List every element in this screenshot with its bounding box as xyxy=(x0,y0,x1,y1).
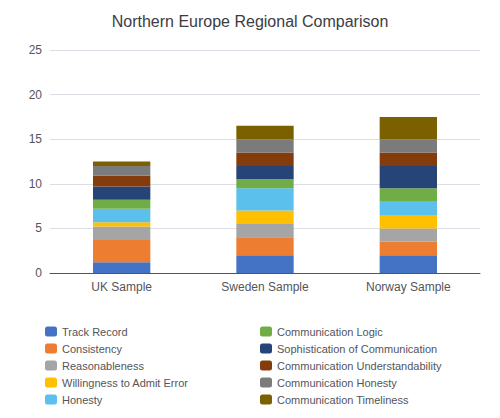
svg-text:UK Sample: UK Sample xyxy=(91,280,152,294)
svg-text:Communication Logic: Communication Logic xyxy=(277,326,383,338)
svg-text:Communication Understandabilit: Communication Understandability xyxy=(277,360,442,372)
svg-text:Norway Sample: Norway Sample xyxy=(366,280,451,294)
svg-text:Sophistication of Communicatio: Sophistication of Communication xyxy=(277,343,437,355)
svg-text:0: 0 xyxy=(35,266,42,280)
svg-text:Communication Honesty: Communication Honesty xyxy=(277,377,397,389)
svg-text:Consistency: Consistency xyxy=(62,343,122,355)
svg-text:Willingness to Admit Error: Willingness to Admit Error xyxy=(62,377,188,389)
svg-text:Track Record: Track Record xyxy=(62,326,128,338)
svg-text:Honesty: Honesty xyxy=(62,394,103,406)
svg-text:Communication Timeliness: Communication Timeliness xyxy=(277,394,409,406)
svg-text:Sweden Sample: Sweden Sample xyxy=(221,280,309,294)
svg-text:20: 20 xyxy=(29,88,43,102)
svg-text:Northern Europe Regional Compa: Northern Europe Regional Comparison xyxy=(112,13,389,30)
svg-text:10: 10 xyxy=(29,177,43,191)
svg-text:5: 5 xyxy=(35,221,42,235)
svg-text:15: 15 xyxy=(29,132,43,146)
svg-text:25: 25 xyxy=(29,43,43,57)
svg-text:Reasonableness: Reasonableness xyxy=(62,360,144,372)
